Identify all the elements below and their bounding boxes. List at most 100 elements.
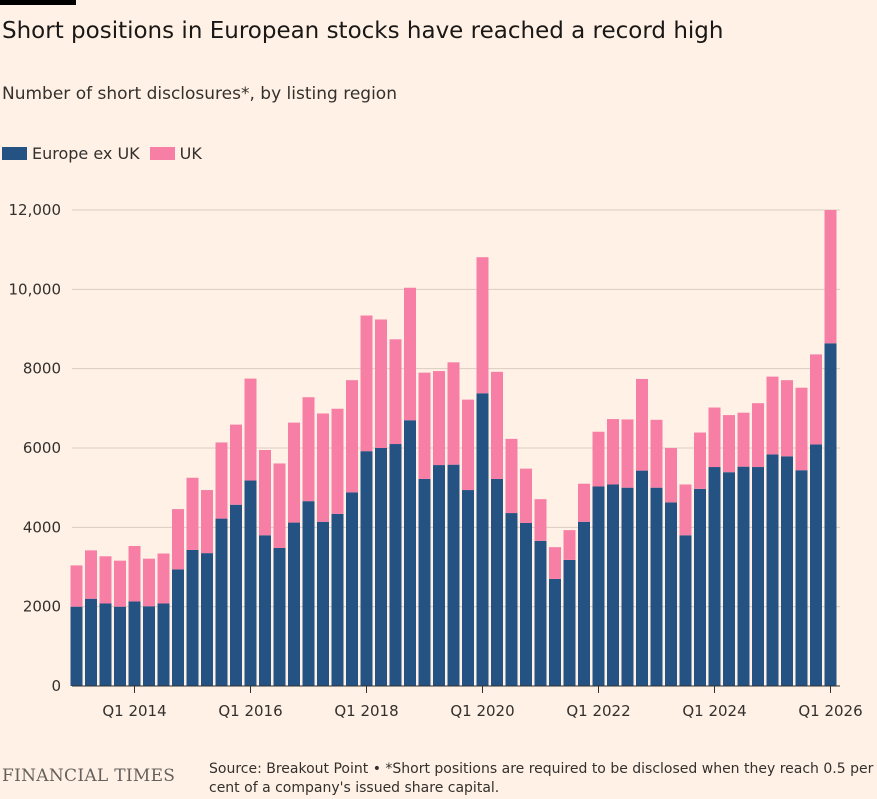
y-tick-label: 2000	[23, 598, 61, 616]
bar-uk	[259, 449, 271, 536]
bar-europe-ex-uk	[447, 464, 460, 686]
bar-europe-ex-uk	[273, 547, 286, 686]
bar-uk	[795, 387, 808, 471]
bar-europe-ex-uk	[186, 549, 199, 686]
bar-europe-ex-uk	[99, 603, 112, 686]
bar-europe-ex-uk	[215, 518, 228, 686]
bar-europe-ex-uk	[766, 454, 779, 686]
bar-uk	[723, 415, 735, 473]
bar-uk	[172, 509, 184, 570]
chart-legend: Europe ex UK UK	[2, 144, 212, 163]
bar-europe-ex-uk	[288, 522, 300, 686]
bar-uk	[128, 545, 141, 602]
x-tick-label: Q1 2020	[450, 702, 514, 720]
bar-europe-ex-uk	[346, 492, 358, 686]
bar-uk	[578, 483, 590, 522]
bar-europe-ex-uk	[607, 484, 619, 686]
bar-europe-ex-uk	[534, 540, 547, 686]
bar-uk	[810, 354, 822, 445]
bar-uk	[215, 442, 228, 519]
y-tick-label: 12,000	[9, 201, 62, 219]
bar-europe-ex-uk	[201, 553, 213, 686]
bar-europe-ex-uk	[143, 606, 155, 686]
bar-uk	[824, 210, 837, 344]
bar-europe-ex-uk	[592, 486, 605, 686]
bar-europe-ex-uk	[230, 504, 242, 686]
bar-europe-ex-uk	[157, 603, 170, 686]
bar-uk	[462, 399, 474, 491]
bar-europe-ex-uk	[708, 467, 721, 686]
bar-uk	[157, 553, 170, 604]
bar-europe-ex-uk	[563, 559, 576, 686]
bar-uk	[99, 556, 112, 604]
chart-subtitle: Number of short disclosures*, by listing…	[2, 84, 397, 104]
bar-series	[70, 210, 837, 686]
bar-uk	[520, 468, 532, 523]
bar-europe-ex-uk	[505, 513, 518, 686]
bar-europe-ex-uk	[694, 488, 706, 686]
bar-uk	[491, 371, 503, 479]
bar-europe-ex-uk	[433, 465, 445, 686]
legend-label-uk: UK	[179, 144, 202, 163]
bar-uk	[476, 257, 489, 394]
chart-title: Short positions in European stocks have …	[2, 18, 724, 44]
bar-uk	[679, 484, 692, 536]
bar-europe-ex-uk	[462, 490, 474, 686]
bar-uk	[708, 407, 721, 468]
bar-europe-ex-uk	[737, 466, 750, 686]
bar-uk	[186, 477, 199, 550]
bar-uk	[201, 490, 213, 554]
x-tick-label: Q1 2022	[566, 702, 630, 720]
bar-uk	[592, 431, 605, 487]
bar-uk	[505, 438, 518, 514]
legend-label-europe-ex-uk: Europe ex UK	[32, 144, 140, 163]
bar-uk	[636, 378, 648, 471]
bar-uk	[737, 412, 750, 467]
ft-logo-text: FINANCIAL TIMES	[2, 766, 176, 786]
bar-europe-ex-uk	[636, 470, 648, 686]
bar-uk	[752, 403, 764, 468]
legend-swatch-europe-ex-uk	[2, 147, 27, 160]
bar-uk	[418, 372, 431, 479]
x-tick-label: Q1 2016	[218, 702, 282, 720]
bar-europe-ex-uk	[418, 478, 431, 686]
bar-uk	[534, 499, 547, 541]
bar-uk	[244, 378, 257, 481]
bar-europe-ex-uk	[404, 420, 416, 686]
bar-europe-ex-uk	[114, 606, 126, 686]
bar-europe-ex-uk	[259, 535, 271, 686]
x-axis: Q1 2014 Q1 2016 Q1 2018 Q1 2020 Q1 2022 Q1 20…	[72, 685, 863, 720]
bar-uk	[549, 547, 561, 579]
bar-uk	[607, 419, 619, 485]
bar-europe-ex-uk	[723, 472, 735, 686]
bar-europe-ex-uk	[491, 478, 503, 686]
bar-europe-ex-uk	[549, 578, 561, 686]
bar-uk	[621, 419, 634, 488]
legend-swatch-uk	[149, 147, 175, 160]
bar-europe-ex-uk	[360, 451, 373, 686]
bar-uk	[375, 319, 387, 448]
bar-uk	[346, 380, 358, 493]
brand-accent-bar	[0, 0, 76, 5]
bar-europe-ex-uk	[389, 444, 402, 686]
source-note: Source: Breakout Point • *Short position…	[209, 761, 874, 796]
bar-uk	[331, 408, 344, 514]
bar-uk	[766, 376, 779, 455]
bar-europe-ex-uk	[650, 487, 663, 686]
x-tick-label: Q1 2026	[798, 702, 862, 720]
bar-europe-ex-uk	[128, 601, 141, 686]
bar-europe-ex-uk	[317, 521, 329, 686]
bar-uk	[317, 413, 329, 522]
bar-uk	[230, 424, 242, 505]
x-tick-label: Q1 2014	[102, 702, 166, 720]
x-tick-label: Q1 2024	[682, 702, 746, 720]
bar-europe-ex-uk	[331, 513, 344, 686]
bar-europe-ex-uk	[70, 606, 83, 686]
bar-uk	[433, 371, 445, 466]
x-tick-label: Q1 2018	[334, 702, 398, 720]
bar-europe-ex-uk	[665, 502, 677, 686]
bar-europe-ex-uk	[824, 343, 837, 686]
y-axis-labels: 0 2000 4000 6000 8000 10,000 12,000	[9, 201, 62, 695]
bar-uk	[389, 339, 402, 445]
